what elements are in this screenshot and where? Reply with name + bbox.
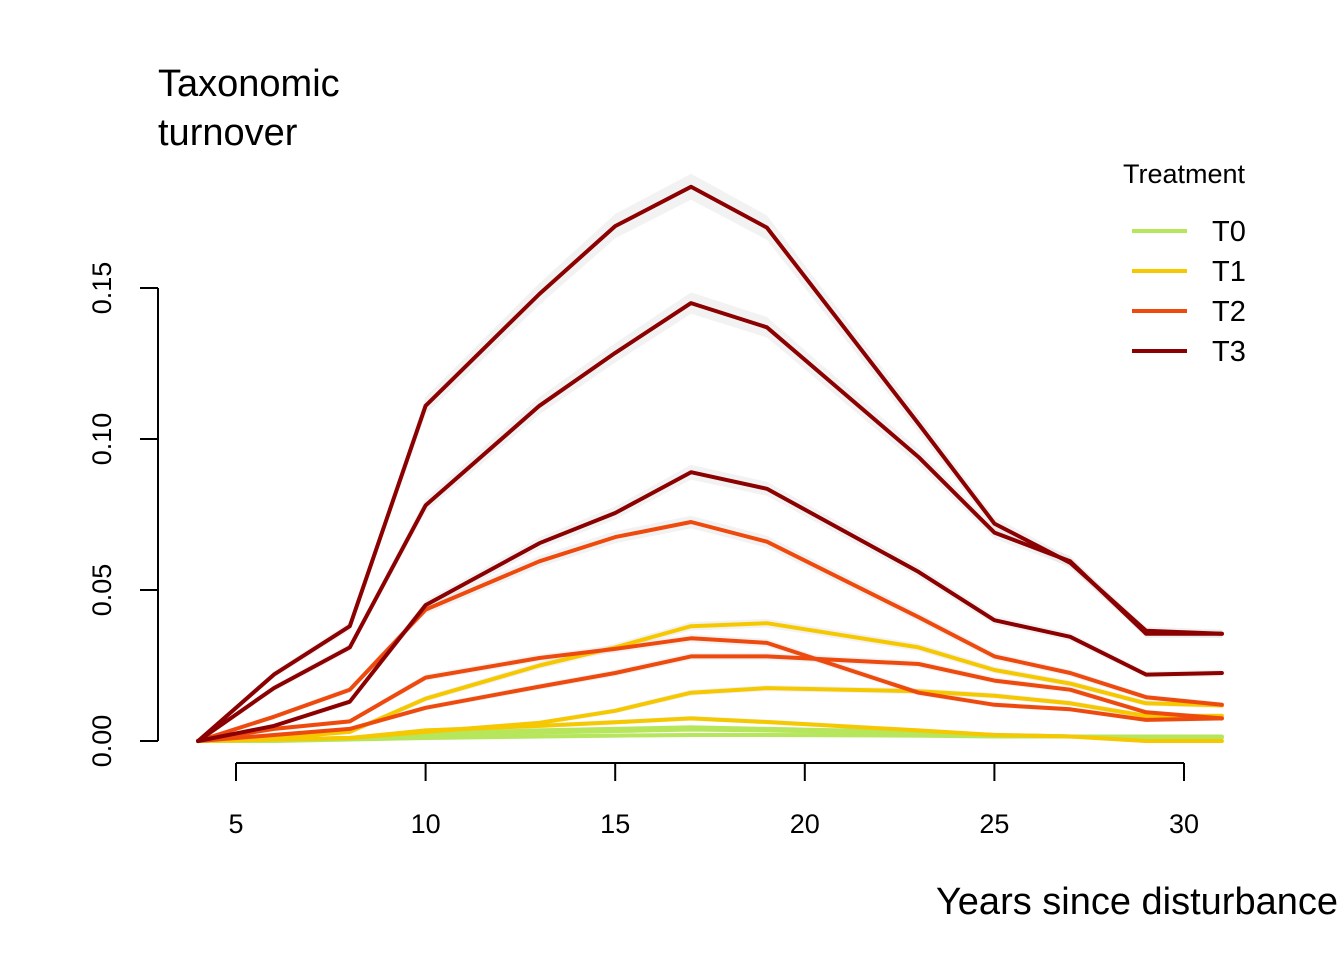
series-lines [196,184,1224,743]
legend-label-t1: T1 [1212,256,1246,288]
y-tick-label: 0.10 [87,413,117,466]
series-line-t1-4 [196,686,1224,743]
legend-title: Treatment [1123,159,1246,189]
x-tick-label: 20 [790,809,820,839]
chart-title-line-2: turnover [158,112,298,154]
y-tick-label: 0.05 [87,564,117,617]
series-line-t2-7 [196,636,1224,743]
legend: Treatment T0 T1 T2 T3 [1123,159,1246,368]
x-tick-label: 25 [979,809,1009,839]
chart-title: Taxonomic turnover [158,63,340,154]
chart-title-line-1: Taxonomic [158,63,340,105]
series-line-t1-5 [196,621,1224,743]
series-line-t2-6 [196,654,1224,743]
series-line-t2-8 [196,520,1224,743]
y-tick-label: 0.15 [87,262,117,315]
series-line-t3-9 [196,470,1224,743]
y-axis: 0.00 0.05 0.10 0.15 [87,262,159,768]
x-axis-title: Years since disturbance [936,881,1338,923]
legend-label-t0: T0 [1212,216,1246,248]
x-tick-label: 30 [1169,809,1199,839]
x-tick-label: 15 [600,809,630,839]
x-tick-label: 10 [411,809,441,839]
x-tick-label: 5 [228,809,243,839]
y-tick-label: 0.00 [87,715,117,768]
confidence-band-t3 [198,464,1222,743]
legend-label-t2: T2 [1212,296,1246,328]
legend-label-t3: T3 [1212,336,1246,368]
x-axis: 5 10 15 20 25 30 [228,762,1199,839]
series-line-t3-11 [196,184,1224,743]
